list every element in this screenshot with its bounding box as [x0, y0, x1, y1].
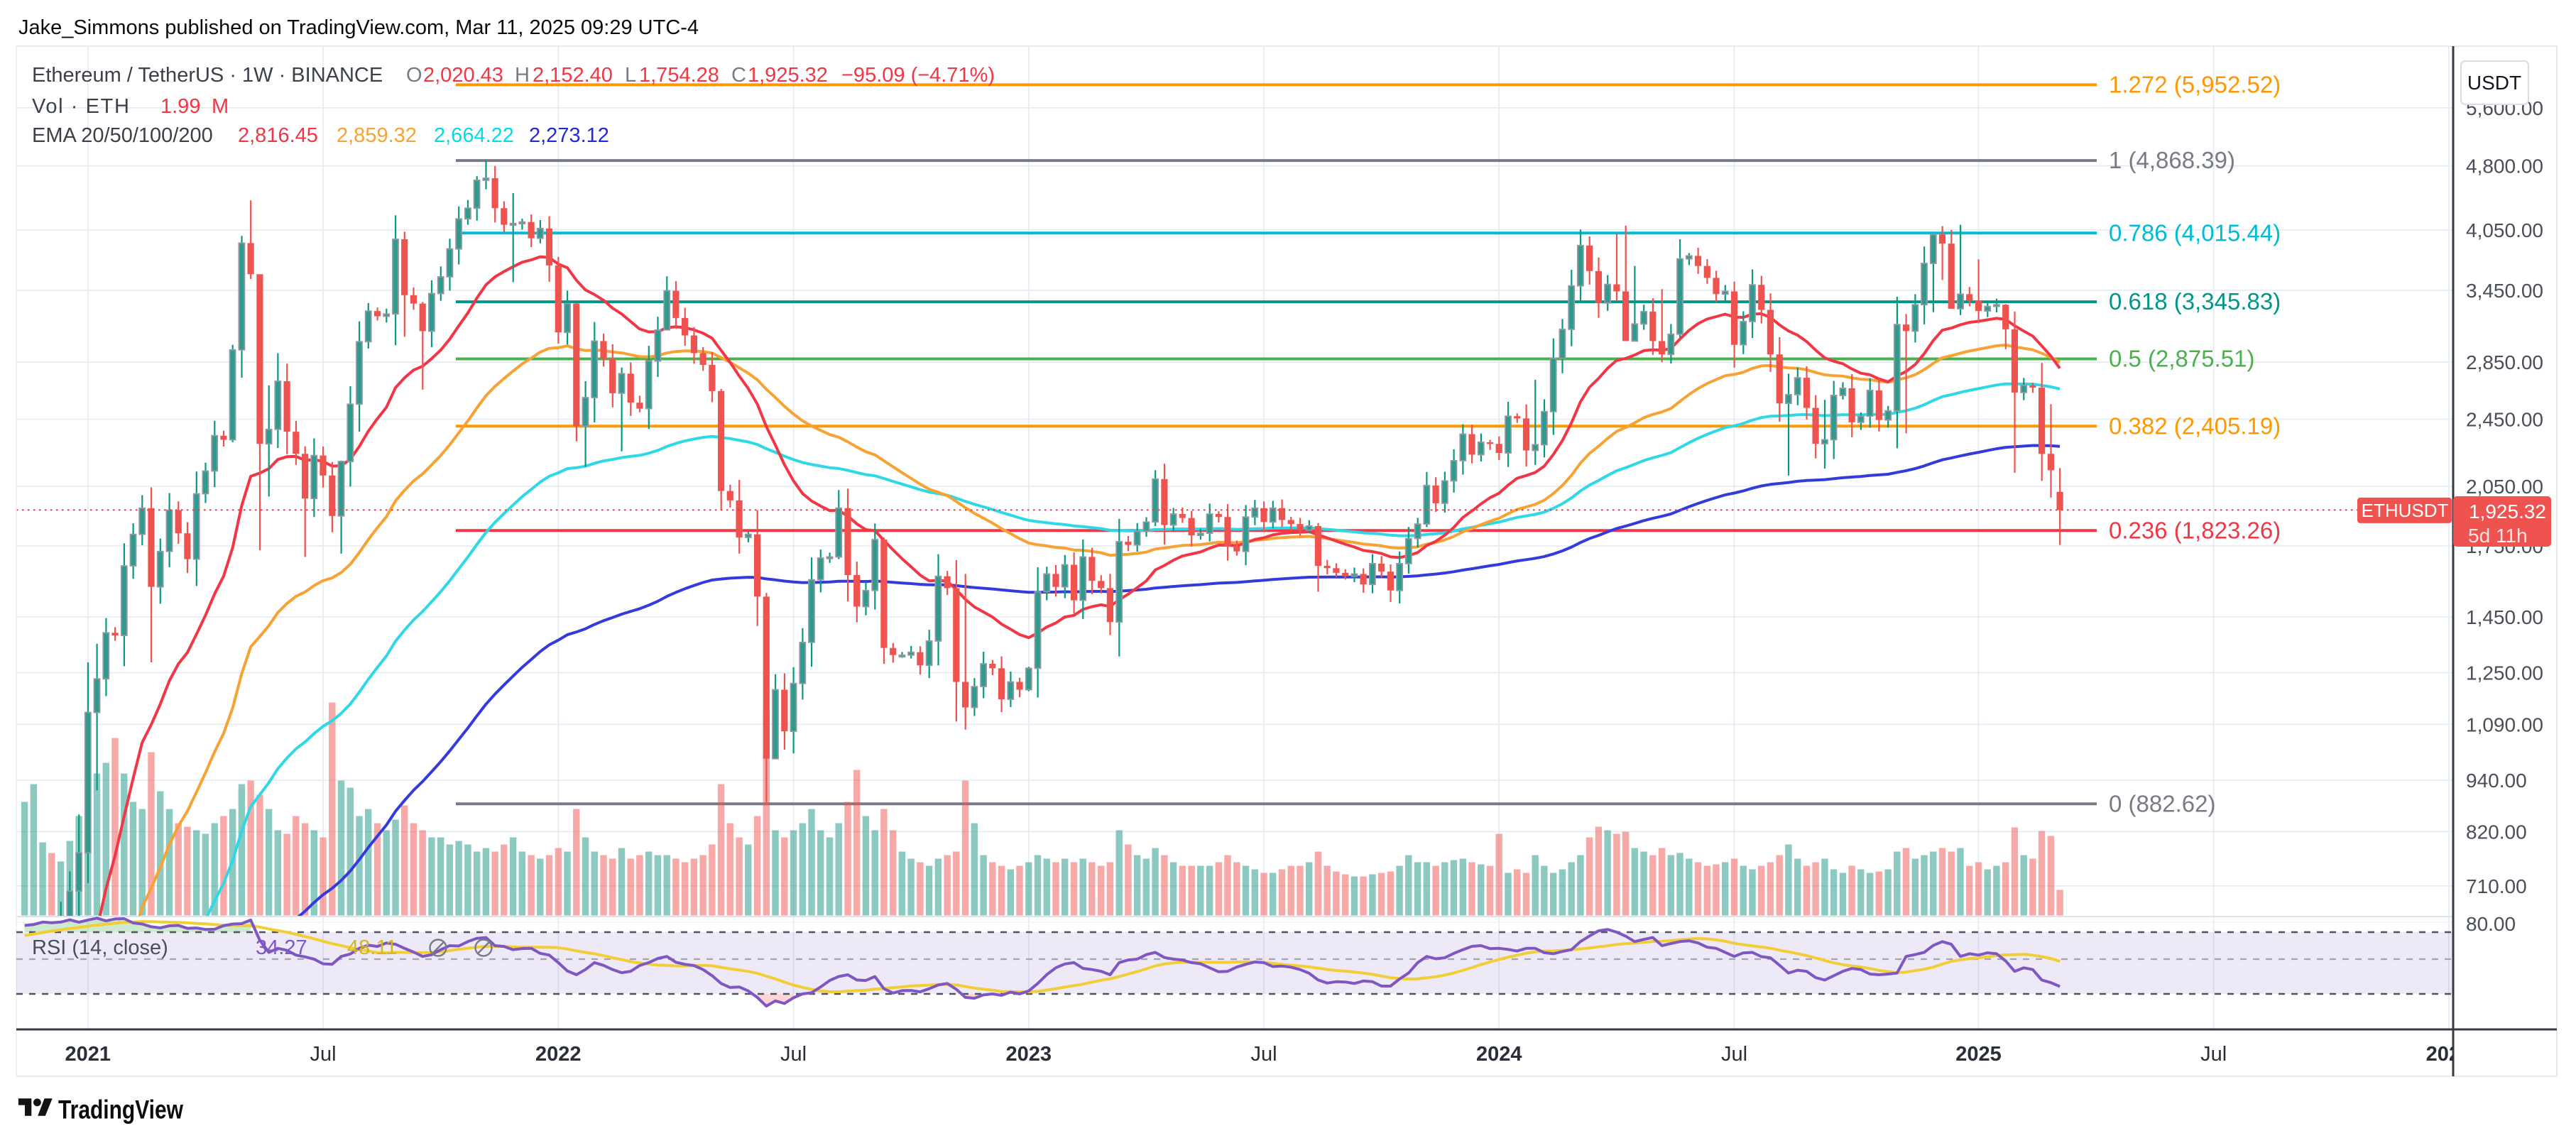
- svg-text:4,050.00: 4,050.00: [2466, 219, 2543, 241]
- svg-text:1.272 (5,952.52): 1.272 (5,952.52): [2109, 71, 2281, 97]
- svg-text:710.00: 710.00: [2466, 875, 2527, 897]
- svg-text:2023: 2023: [1006, 1043, 1052, 1066]
- svg-text:2,152.40: 2,152.40: [533, 64, 613, 87]
- svg-text:1,925.32: 1,925.32: [748, 64, 828, 87]
- svg-text:Jul: Jul: [310, 1043, 336, 1066]
- svg-text:1 (4,868.39): 1 (4,868.39): [2109, 147, 2235, 173]
- svg-text:0.236 (1,823.26): 0.236 (1,823.26): [2109, 517, 2281, 543]
- svg-text:2,450.00: 2,450.00: [2466, 409, 2543, 431]
- svg-text:0.382 (2,405.19): 0.382 (2,405.19): [2109, 412, 2281, 439]
- svg-text:940.00: 940.00: [2466, 770, 2527, 792]
- svg-text:0.5 (2,875.51): 0.5 (2,875.51): [2109, 346, 2254, 372]
- svg-text:2021: 2021: [65, 1043, 111, 1066]
- svg-text:1.99: 1.99: [160, 95, 200, 118]
- svg-text:2,664.22: 2,664.22: [434, 124, 514, 147]
- svg-text:USDT: USDT: [2467, 72, 2521, 94]
- svg-text:3,450.00: 3,450.00: [2466, 280, 2543, 302]
- svg-text:1,090.00: 1,090.00: [2466, 713, 2543, 735]
- svg-text:O: O: [406, 64, 422, 87]
- svg-text:EMA 20/50/100/200: EMA 20/50/100/200: [32, 124, 213, 147]
- svg-text:H: H: [515, 64, 530, 87]
- svg-text:2,850.00: 2,850.00: [2466, 351, 2543, 373]
- svg-text:4,800.00: 4,800.00: [2466, 155, 2543, 177]
- svg-text:Jul: Jul: [1721, 1043, 1747, 1066]
- svg-text:Jul: Jul: [1250, 1043, 1277, 1066]
- svg-text:2,273.12: 2,273.12: [529, 124, 609, 147]
- svg-text:820.00: 820.00: [2466, 821, 2527, 843]
- svg-text:1,450.00: 1,450.00: [2466, 606, 2543, 628]
- svg-text:L: L: [625, 64, 636, 87]
- svg-text:2026: 2026: [2426, 1043, 2472, 1066]
- svg-text:M: M: [212, 95, 229, 118]
- svg-text:Jul: Jul: [780, 1043, 807, 1066]
- svg-text:0.786 (4,015.44): 0.786 (4,015.44): [2109, 219, 2281, 246]
- svg-text:2,816.45: 2,816.45: [238, 124, 318, 147]
- svg-text:TradingView: TradingView: [58, 1095, 183, 1125]
- svg-text:0.618 (3,345.83): 0.618 (3,345.83): [2109, 288, 2281, 315]
- svg-text:0 (882.62): 0 (882.62): [2109, 790, 2215, 816]
- svg-text:C: C: [731, 64, 746, 87]
- svg-text:Jul: Jul: [2200, 1043, 2227, 1066]
- svg-text:Jake_Simmons published on Trad: Jake_Simmons published on TradingView.co…: [18, 16, 699, 39]
- svg-text:80.00: 80.00: [2466, 913, 2516, 935]
- svg-text:2024: 2024: [1476, 1043, 1522, 1066]
- svg-text:1,925.32: 1,925.32: [2469, 501, 2546, 523]
- svg-text:34.27: 34.27: [256, 936, 307, 959]
- svg-text:48.11: 48.11: [347, 936, 397, 959]
- svg-text:2,859.32: 2,859.32: [337, 124, 417, 147]
- svg-text:1,250.00: 1,250.00: [2466, 662, 2543, 684]
- svg-text:RSI (14, close): RSI (14, close): [32, 936, 168, 959]
- svg-text:2,020.43: 2,020.43: [423, 64, 503, 87]
- svg-text:2022: 2022: [535, 1043, 582, 1066]
- svg-text:1,754.28: 1,754.28: [639, 64, 719, 87]
- svg-text:ETHUSDT: ETHUSDT: [2362, 500, 2449, 521]
- svg-text:Ethereum / TetherUS · 1W · BIN: Ethereum / TetherUS · 1W · BINANCE: [32, 64, 383, 87]
- svg-text:2,050.00: 2,050.00: [2466, 476, 2543, 498]
- svg-text:Vol · ETH: Vol · ETH: [32, 95, 131, 118]
- svg-text:−95.09 (−4.71%): −95.09 (−4.71%): [841, 64, 995, 87]
- svg-text:2025: 2025: [1955, 1043, 2002, 1066]
- svg-text:5d 11h: 5d 11h: [2468, 525, 2528, 547]
